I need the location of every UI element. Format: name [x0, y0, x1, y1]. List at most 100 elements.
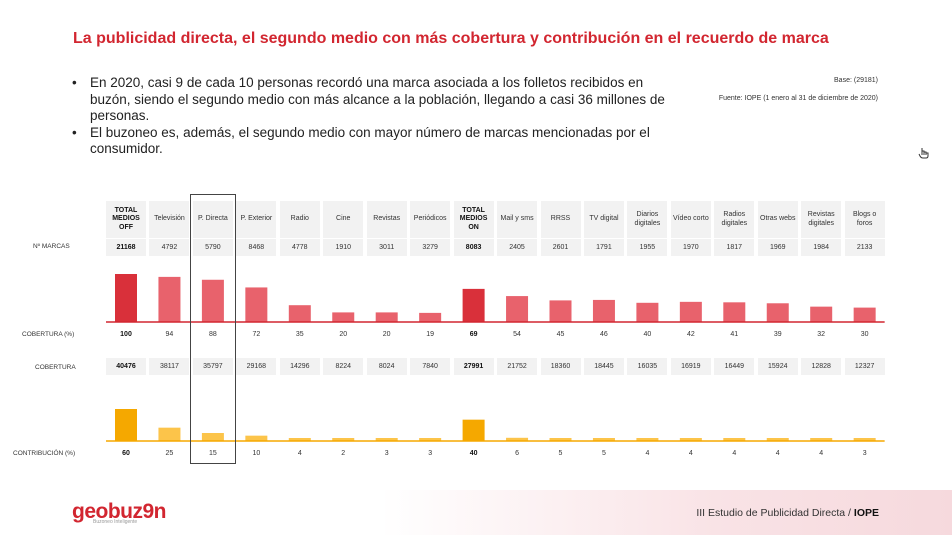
cobertura-bar: [115, 274, 137, 322]
cobertura-cell: 16035: [627, 358, 668, 375]
highlight-box-p-directa: [190, 194, 236, 464]
cobertura-cell: 29168: [236, 358, 277, 375]
base-note: Base: (29181): [834, 77, 878, 84]
marcas-cell: 2133: [844, 239, 885, 256]
contribucion-label: 4: [819, 450, 824, 457]
cobertura-cell: 15924: [757, 358, 798, 375]
cobertura-bar: [245, 287, 268, 322]
marcas-cell: 4778: [279, 239, 320, 256]
marcas-cell: 1817: [714, 239, 755, 256]
cobertura-bar: [332, 312, 355, 322]
cobertura-cell: 8024: [366, 358, 407, 375]
marcas-cell: 1955: [627, 239, 668, 256]
marcas-cell: 1970: [670, 239, 711, 256]
cobertura-pct-label: 20: [382, 331, 391, 338]
contribucion-label: 25: [165, 450, 174, 457]
brand-logo: geobuz9n: [72, 500, 167, 523]
bullet-list: En 2020, casi 9 de cada 10 personas reco…: [72, 75, 672, 158]
contribucion-bar: [375, 438, 398, 441]
contribucion-bar: [201, 433, 224, 441]
footer-band: [0, 490, 952, 535]
cobertura-bar: [636, 302, 659, 322]
cobertura-bar: [375, 312, 398, 322]
cobertura-bar: [419, 312, 442, 322]
contribucion-bar: [766, 438, 789, 441]
contribucion-bar: [288, 438, 311, 441]
cobertura-bar: [723, 302, 746, 322]
cobertura-pct-label: 20: [339, 331, 348, 338]
contribucion-bar: [549, 438, 572, 441]
cobertura-bar: [158, 276, 181, 322]
contribucion-bar: [245, 435, 268, 441]
contribucion-bar: [592, 438, 615, 441]
category-header: Periódicos: [410, 201, 451, 238]
row-label-cobertura-pct: COBERTURA (%): [22, 331, 75, 338]
footer-study-label: III Estudio de Publicidad Directa / IOPE: [696, 507, 879, 519]
cobertura-bar: [679, 301, 702, 322]
marcas-cell: 1910: [323, 239, 364, 256]
marcas-cell: 2601: [540, 239, 581, 256]
marcas-cell: 2405: [497, 239, 538, 256]
cobertura-cell: 40476: [106, 358, 146, 375]
cobertura-bar: [810, 306, 833, 322]
cobertura-pct-label: 46: [600, 331, 608, 338]
contribucion-label: 60: [122, 450, 130, 457]
cobertura-cell: 21752: [497, 358, 538, 375]
category-header: Radios digitales: [714, 201, 755, 238]
contribucion-label: 2: [341, 450, 346, 457]
cobertura-bar: [506, 296, 529, 322]
category-header: Otras webs: [757, 201, 798, 238]
cobertura-pct-label: 42: [686, 331, 695, 338]
category-header: Televisión: [149, 201, 190, 238]
cobertura-pct-label: 94: [165, 331, 174, 338]
cobertura-pct-label: 88: [208, 331, 217, 338]
contribucion-label: 15: [208, 450, 217, 457]
contribucion-bar: [679, 438, 702, 441]
marcas-cell: 8083: [453, 239, 494, 256]
cobertura-cell: 35797: [192, 358, 233, 375]
category-header: Mail y sms: [497, 201, 538, 238]
contribucion-bar: [636, 438, 659, 441]
cobertura-pct-label: 41: [730, 331, 739, 338]
marcas-cell: 1791: [583, 239, 624, 256]
marcas-cell: 3279: [410, 239, 451, 256]
cobertura-bar: [766, 303, 789, 322]
contribucion-bar: [810, 438, 833, 441]
cobertura-cell: 12828: [801, 358, 842, 375]
marcas-cell: 1969: [757, 239, 798, 256]
contribucion-label: 3: [862, 450, 867, 457]
category-header: Cine: [323, 201, 364, 238]
cobertura-pct-label: 54: [513, 331, 521, 338]
contribucion-label: 40: [469, 450, 478, 457]
category-header: TOTAL MEDIOS ON: [453, 201, 494, 238]
cobertura-pct-label: 39: [773, 331, 782, 338]
category-header: Radio: [279, 201, 320, 238]
contribucion-label: 4: [732, 450, 737, 457]
contribucion-bar: [506, 437, 529, 441]
cobertura-pct-label: 35: [295, 331, 304, 338]
contribucion-label: 3: [428, 450, 433, 457]
footer-study: III Estudio de Publicidad Directa /: [696, 507, 854, 519]
marcas-cell: 5790: [192, 239, 233, 256]
contribucion-bar: [419, 438, 442, 441]
cobertura-pct-label: 69: [469, 331, 478, 338]
cobertura-cell: 14296: [279, 358, 320, 375]
source-note: Fuente: IOPE (1 enero al 31 de diciembre…: [718, 95, 878, 102]
category-header: Blogs o foros: [844, 201, 885, 238]
cobertura-bar: [853, 307, 876, 322]
cobertura-cell: 16449: [714, 358, 755, 375]
cobertura-pct-label: 72: [252, 331, 261, 338]
category-header: Diarios digitales: [627, 201, 668, 238]
category-header: Revistas: [366, 201, 407, 238]
marcas-cell: 3011: [366, 239, 407, 256]
page-title: La publicidad directa, el segundo medio …: [73, 30, 829, 47]
marcas-cell: 1984: [801, 239, 842, 256]
category-header: Revistas digitales: [801, 201, 842, 238]
cobertura-pct-label: 40: [643, 331, 652, 338]
cobertura-cell: 18360: [540, 358, 581, 375]
cobertura-bar: [201, 279, 224, 322]
cursor-icon: [918, 148, 929, 159]
contribucion-bar: [158, 427, 181, 441]
row-label-marcas: Nº MARCAS: [33, 243, 70, 250]
